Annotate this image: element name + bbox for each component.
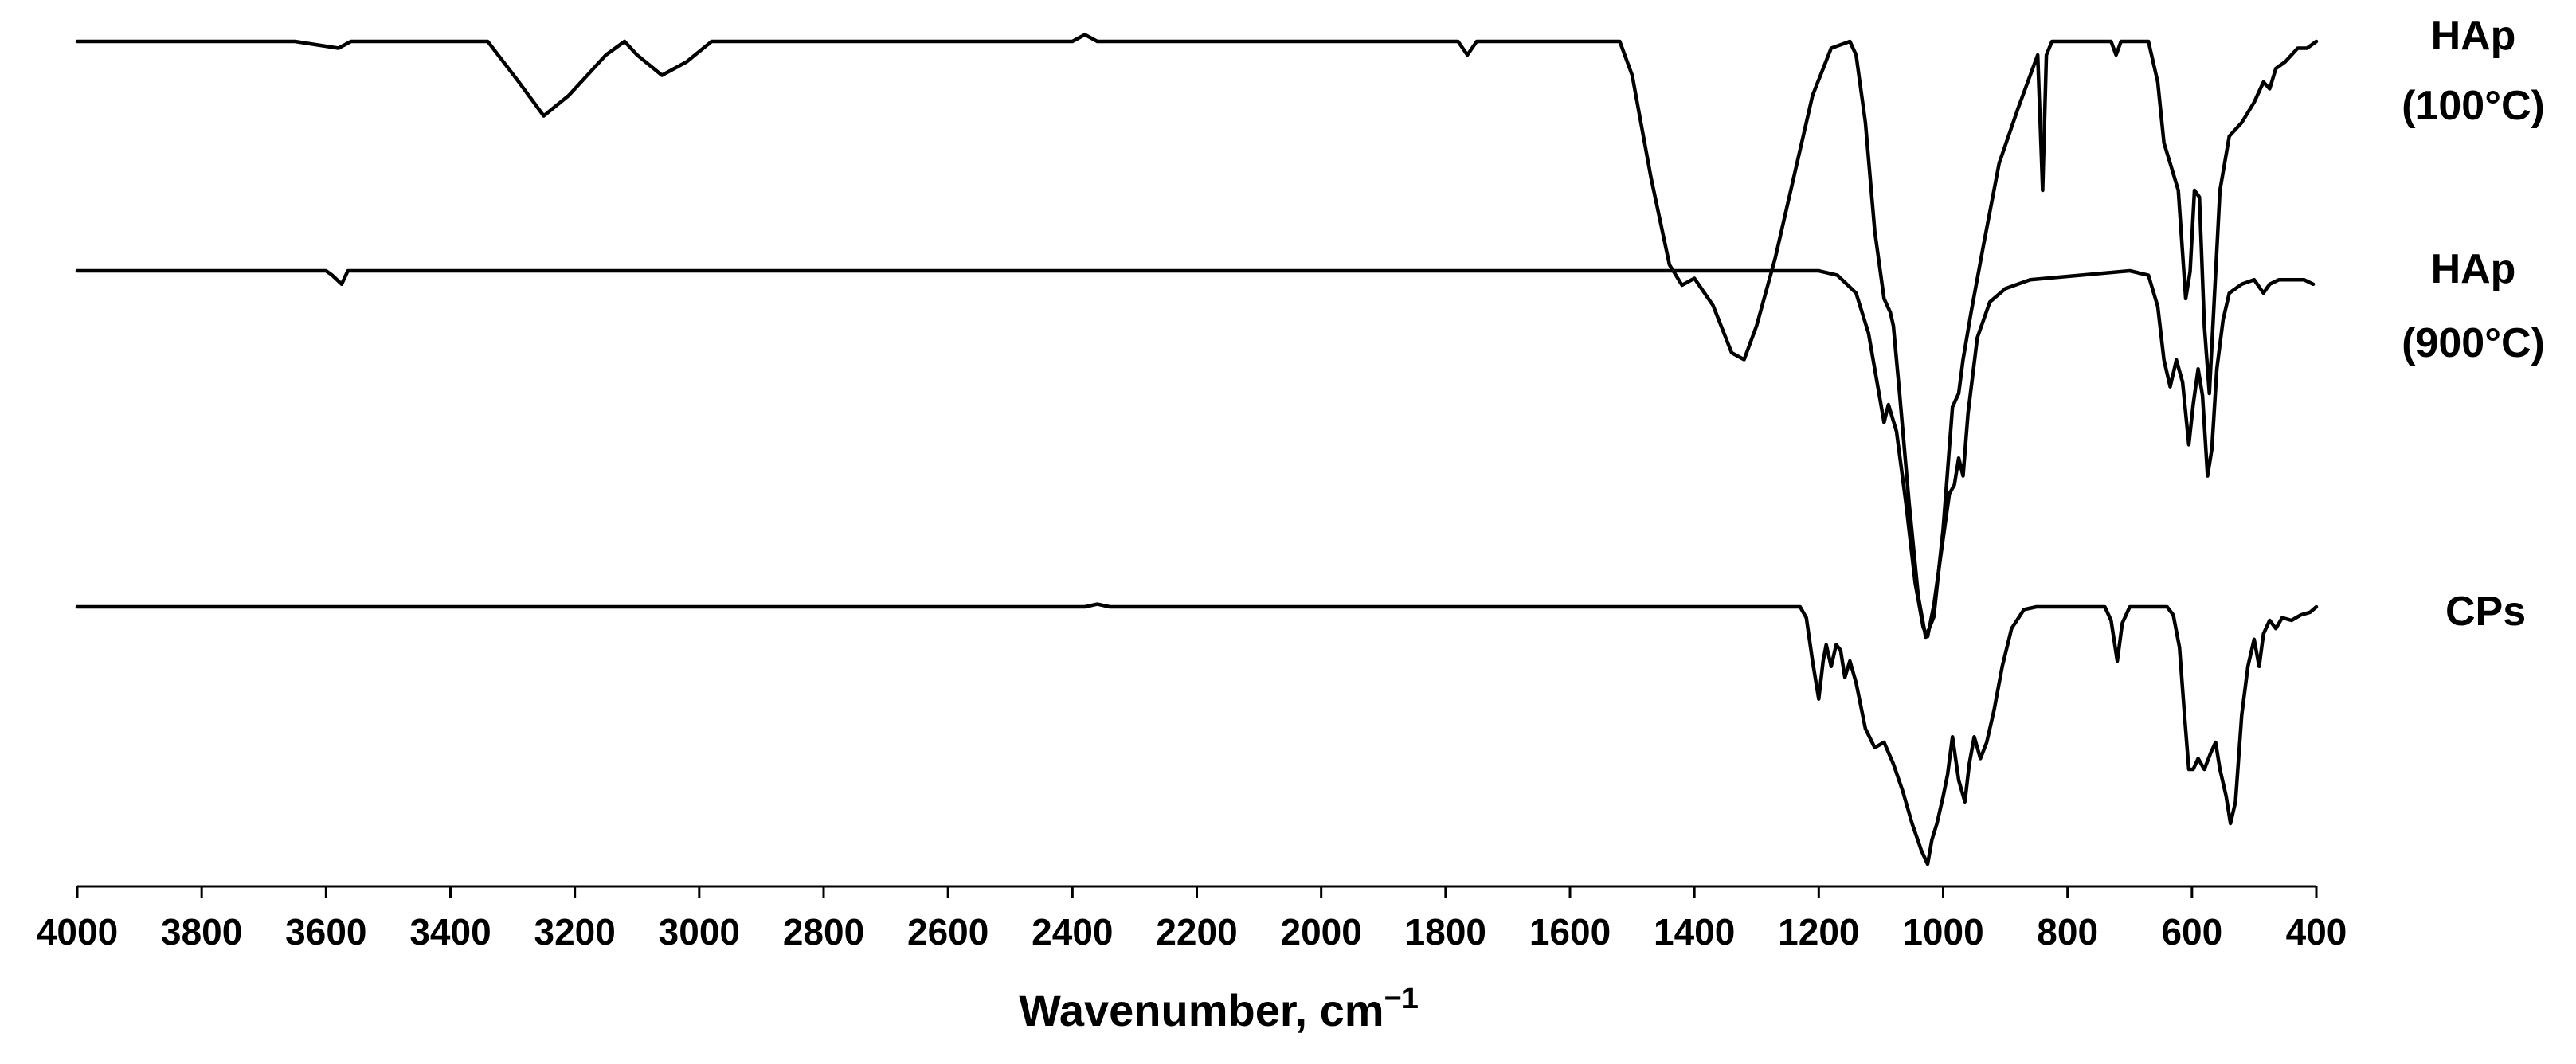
x-tick-label-800: 800	[2037, 911, 2098, 953]
x-tick-label-1600: 1600	[1529, 911, 1611, 953]
series-label-2-line-0: CPs	[2445, 589, 2526, 635]
x-tick-label-3200: 3200	[534, 911, 615, 953]
x-axis-title: Wavenumber, cm−1	[1019, 982, 1419, 1035]
spectra-traces	[75, 33, 2319, 866]
x-tick-label-2400: 2400	[1032, 911, 1113, 953]
x-axis-ticks: 4000 3800 3600 3400 3200 3000 2800 2600 2400 2200…	[37, 886, 2347, 953]
x-tick-label-1400: 1400	[1654, 911, 1735, 953]
x-tick-label-1200: 1200	[1778, 911, 1859, 953]
x-tick-label-2800: 2800	[783, 911, 864, 953]
x-tick-label-4000: 4000	[37, 911, 118, 953]
x-tick-label-600: 600	[2161, 911, 2222, 953]
series-label-0-line-1: (100°C)	[2402, 83, 2545, 129]
x-tick-label-1000: 1000	[1902, 911, 1983, 953]
x-tick-label-2000: 2000	[1280, 911, 1361, 953]
x-tick-label-3400: 3400	[409, 911, 491, 953]
series-labels: HAp (100°C) HAp (900°C) CPs	[2402, 13, 2545, 635]
series-label-1-line-0: HAp	[2431, 246, 2516, 292]
series-label-1-line-1: (900°C)	[2402, 320, 2545, 366]
x-tick-label-2600: 2600	[907, 911, 989, 953]
x-tick-label-2200: 2200	[1156, 911, 1237, 953]
x-tick-label-3000: 3000	[659, 911, 740, 953]
series-line-2	[75, 602, 2319, 866]
series-line-1	[75, 268, 2316, 639]
x-tick-label-3800: 3800	[161, 911, 242, 953]
series-line-0	[75, 33, 2319, 640]
x-tick-label-400: 400	[2286, 911, 2347, 953]
x-tick-label-3600: 3600	[285, 911, 366, 953]
x-axis: 4000 3800 3600 3400 3200 3000 2800 2600 2400 2200…	[37, 885, 2347, 953]
series-label-0-line-0: HAp	[2431, 13, 2516, 59]
x-tick-label-1800: 1800	[1405, 911, 1486, 953]
